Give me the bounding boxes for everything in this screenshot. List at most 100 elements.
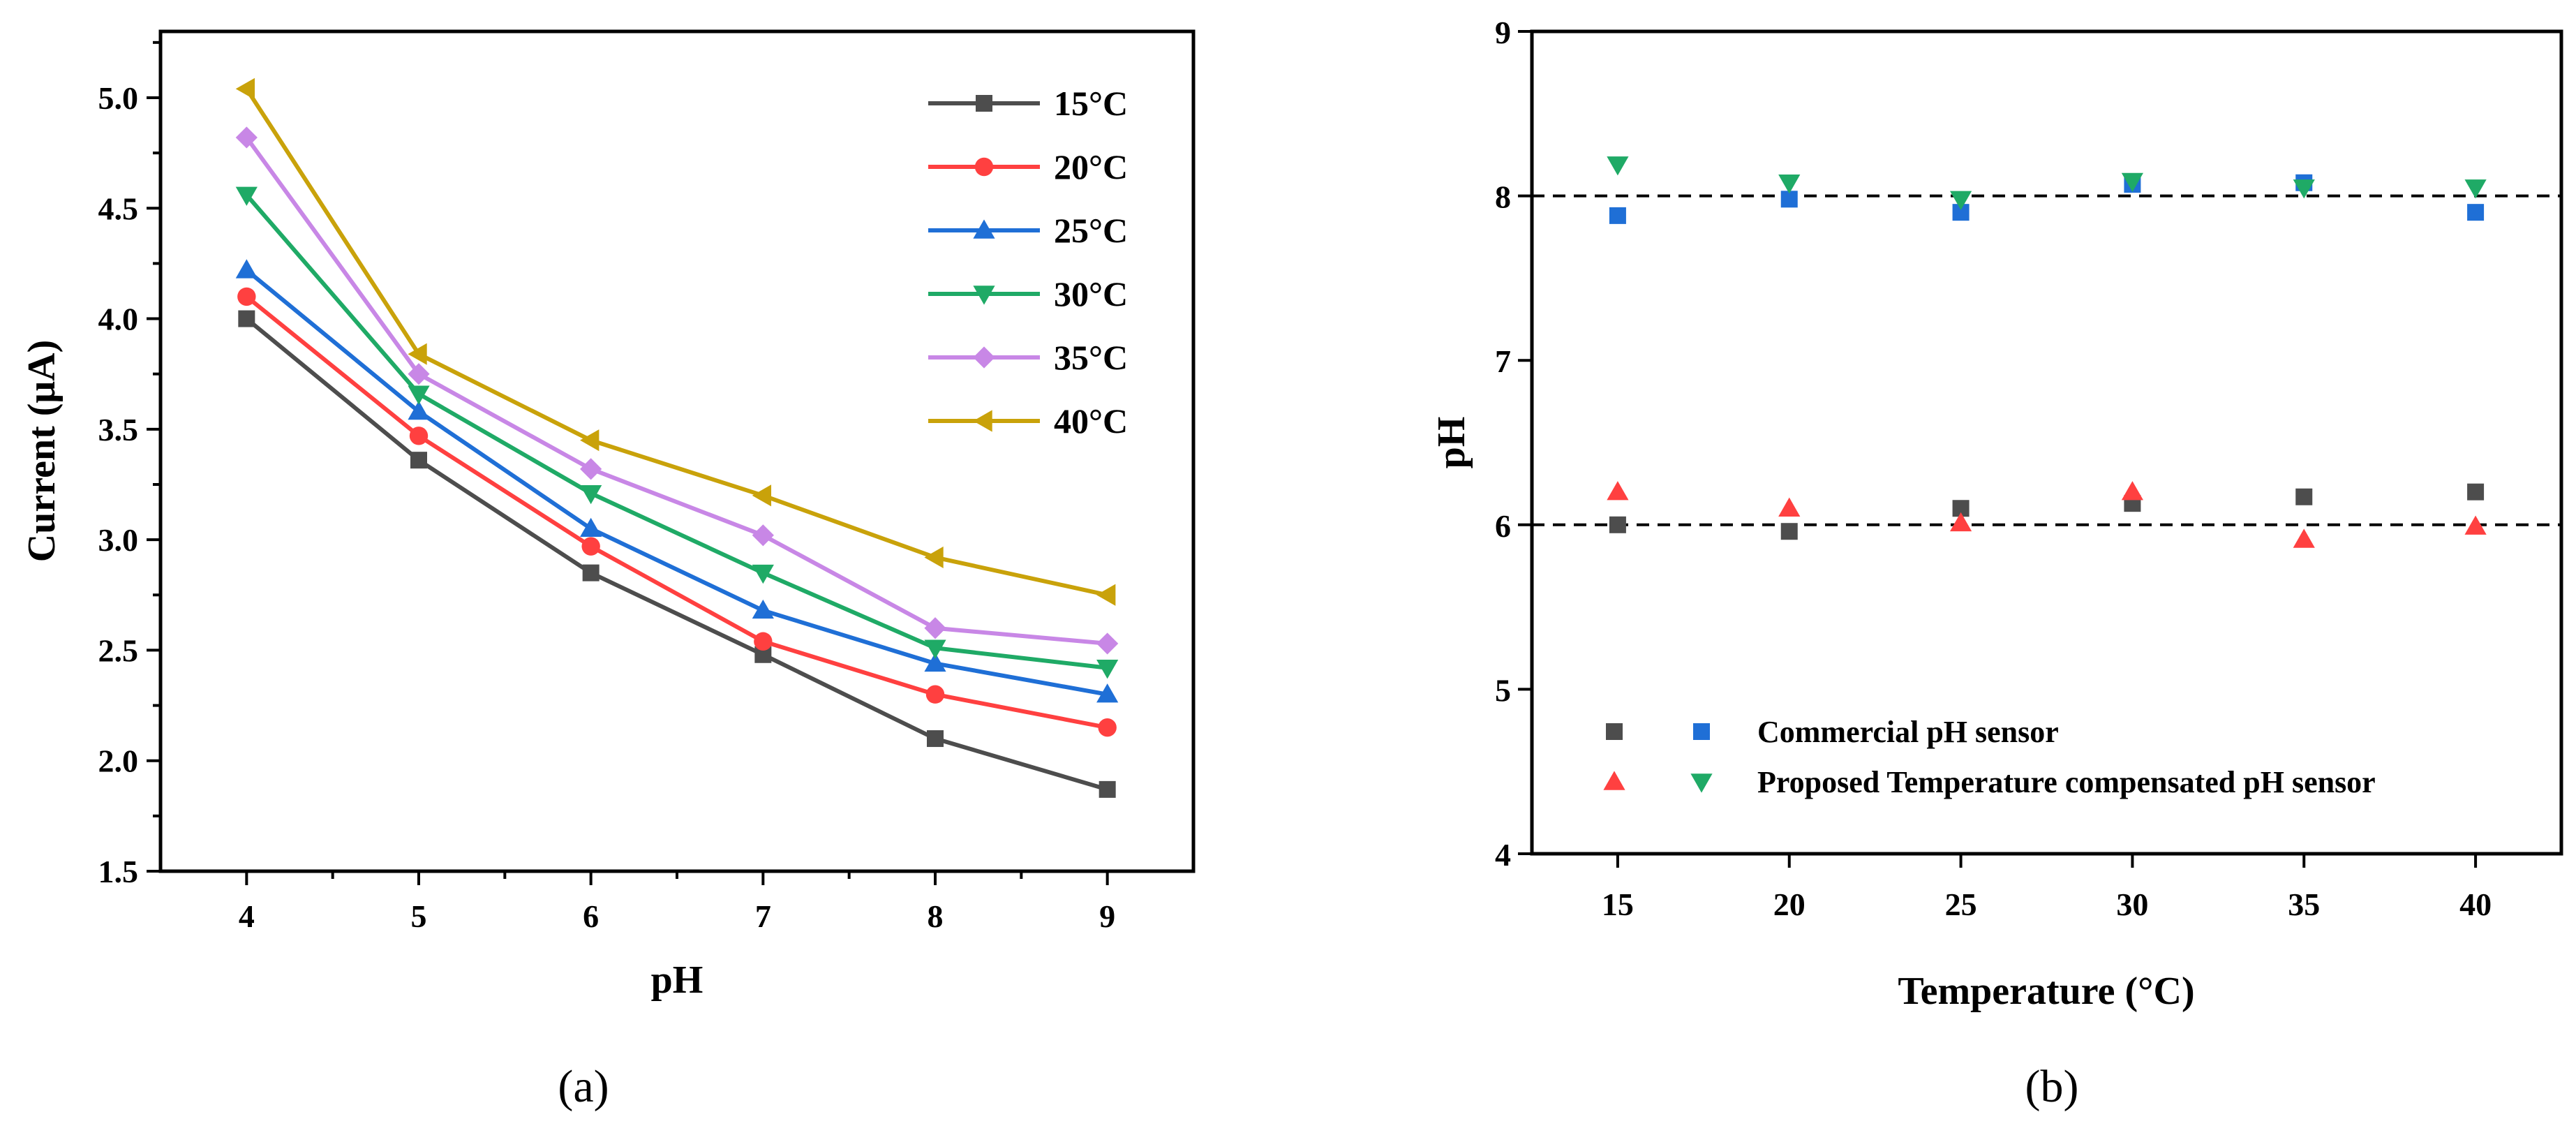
panel-a-data-point (927, 730, 944, 748)
panel-b-data-point (1609, 207, 1626, 224)
panel-b-x-tick-label: 30 (2116, 887, 2148, 922)
panel-b-data-point (2121, 172, 2144, 192)
panel-b-data-point (1780, 523, 1798, 540)
panel-a-legend-label: 30°C (1054, 274, 1128, 313)
panel-a-y-axis-title: Current (μA) (20, 340, 64, 562)
panel-b-x-tick-label: 15 (1602, 887, 1634, 922)
panel-b-data-point (2295, 488, 2313, 505)
panel-a-data-point (410, 452, 427, 469)
panel-a-data-point (754, 632, 773, 651)
panel-a-data-point (580, 484, 602, 505)
panel-a-data-point (1096, 632, 1119, 655)
panel-b-data-point (1778, 175, 1801, 194)
panel-b-legend-marker (1690, 773, 1713, 793)
panel-a-plot-frame (158, 29, 1196, 873)
panel-a-data-point (924, 652, 946, 672)
panel-a-data-point (408, 363, 430, 385)
panel-a-data-point (582, 564, 600, 581)
panel-a-ticks: 4 5 6 7 8 9 1.5 2.0 2.5 3.0 3.5 4.0 4.5 5.0 (98, 40, 1115, 934)
panel-b-legend: Commercial pH sensor Proposed Temperature… (1603, 715, 2376, 799)
panel-a-x-tick-label: 8 (928, 898, 944, 934)
panel-a-series-line (244, 136, 1108, 646)
panel-a-legend-label: 15°C (1054, 84, 1128, 123)
panel-b-x-axis-title: Temperature (°C) (1898, 970, 2194, 1013)
panel-a-y-tick-label: 4.0 (98, 302, 139, 337)
panel-b-data-point (2467, 204, 2485, 221)
panel-b-data-point (2293, 528, 2315, 548)
panel-a-data-point (1096, 683, 1119, 703)
panel-a-chart: 4 5 6 7 8 9 1.5 2.0 2.5 3.0 3.5 4.0 4.5 5.0 15°C 20°C 2… (20, 29, 1196, 1002)
panel-a-legend: 15°C 20°C 25°C 30°C 35°C 40°C (928, 84, 1128, 440)
panel-b-reference-lines (1532, 194, 2561, 526)
panel-b-data-point (2467, 483, 2485, 501)
panel-a-data-point (408, 343, 427, 365)
panel-a-legend-marker (973, 219, 995, 239)
panel-a-series-line (245, 193, 1108, 670)
panel-b-markers (1607, 156, 2487, 548)
panel-a-legend-marker (976, 95, 992, 112)
panel-a-data-point (752, 484, 772, 507)
panel-b-y-tick-label: 9 (1495, 15, 1511, 50)
panel-a-data-point (408, 400, 430, 420)
panel-b-data-point (1609, 516, 1626, 533)
panel-a-legend-label: 20°C (1054, 147, 1128, 186)
panel-b-x-tick-label: 25 (1945, 887, 1977, 922)
panel-b-data-point (2464, 515, 2487, 535)
panel-a-x-tick-label: 5 (411, 898, 427, 934)
panel-b-data-point (1778, 497, 1801, 517)
panel-a-data-point (409, 427, 429, 445)
panel-b-data-point (1949, 191, 1972, 210)
panel-a-data-point (1099, 780, 1116, 798)
panel-a-data-point (925, 685, 945, 704)
panel-a-y-tick-label: 4.5 (98, 191, 139, 226)
panel-a-data-point (752, 564, 774, 584)
panel-b-data-point (2293, 179, 2315, 199)
panel-a-data-point (1098, 718, 1117, 737)
panel-a-data-point (752, 599, 774, 619)
panel-a-series-line (245, 317, 1108, 792)
panel-a-data-point (924, 546, 944, 569)
panel-a-y-tick-label: 3.0 (98, 522, 139, 558)
panel-b-y-tick-label: 4 (1495, 837, 1511, 873)
panel-b-legend-label: Commercial pH sensor (1757, 715, 2059, 749)
panel-b-data-point (2121, 481, 2144, 501)
panel-a-y-tick-label: 1.5 (98, 854, 139, 889)
panel-a-legend-label: 40°C (1054, 401, 1128, 440)
panel-b-y-axis-title: pH (1430, 417, 1473, 469)
panel-a-x-tick-label: 7 (755, 898, 771, 934)
panel-a-data-point (408, 385, 430, 405)
panel-a-data-point (235, 186, 258, 206)
panel-a-legend-marker (973, 346, 995, 369)
panel-b-x-tick-label: 35 (2288, 887, 2320, 922)
panel-b-data-point (1607, 156, 1629, 176)
panel-a-legend-label: 25°C (1054, 211, 1128, 250)
panel-b-legend-marker (1606, 723, 1623, 740)
panel-b-legend-marker (1603, 771, 1625, 790)
panel-a-y-tick-label: 3.5 (98, 412, 139, 447)
panel-a-data-point (235, 126, 258, 149)
panel-b-legend-marker (1693, 723, 1710, 740)
panel-b-data-point (1949, 512, 1972, 532)
panel-b-y-tick-label: 5 (1495, 672, 1511, 708)
panel-b-x-tick-label: 40 (2459, 887, 2492, 922)
panel-a-data-point (238, 310, 255, 327)
panel-a-data-point (235, 259, 258, 279)
panel-a-data-point (1096, 660, 1119, 679)
panel-a-data-point (581, 537, 600, 556)
panel-a-legend-marker (974, 157, 994, 177)
panel-a-x-tick-label: 9 (1099, 898, 1115, 934)
panel-a-data-point (1096, 584, 1116, 606)
panel-a-y-tick-label: 2.0 (98, 743, 139, 779)
panel-b-legend-label: Proposed Temperature compensated pH sens… (1757, 765, 2376, 799)
panel-b-y-tick-label: 7 (1495, 343, 1511, 379)
panel-a-series-line (245, 295, 1108, 730)
panel-a-data-point (924, 617, 946, 639)
panel-a-x-tick-label: 4 (239, 898, 255, 934)
panel-b-plot-frame (1530, 29, 2563, 856)
panel-a-x-tick-label: 6 (583, 898, 599, 934)
caption-a: (a) (558, 1061, 609, 1112)
panel-a-data-point (580, 458, 602, 480)
